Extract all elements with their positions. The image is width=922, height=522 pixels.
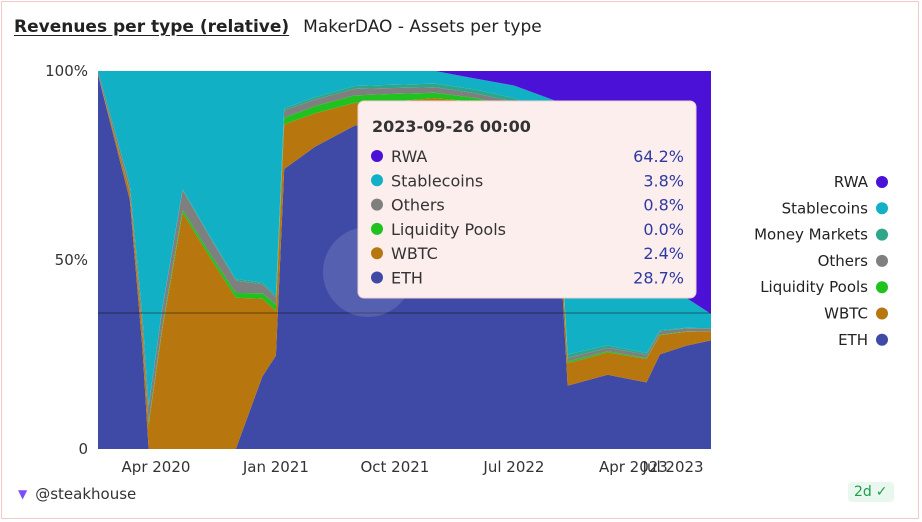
tooltip-row-value: 28.7%	[633, 269, 684, 288]
legend-label: Money Markets	[754, 226, 868, 244]
steakhouse-logo-icon: ▼	[18, 487, 28, 501]
tooltip-row-label: Others	[391, 196, 445, 215]
tooltip-swatch	[371, 271, 383, 284]
legend-label: Liquidity Pools	[760, 278, 868, 296]
tooltip-swatch	[371, 247, 383, 260]
legend-swatch	[876, 254, 888, 267]
x-tick-label: Apr 2023	[599, 458, 668, 476]
tooltip-swatch	[371, 222, 383, 235]
legend-label: Stablecoins	[782, 199, 869, 217]
tooltip-row-label: Stablecoins	[391, 171, 483, 190]
chart-header: Revenues per type (relative) MakerDAO - …	[14, 17, 542, 37]
y-tick-label: 100%	[45, 62, 88, 80]
tooltip-row-value: 3.8%	[643, 171, 684, 190]
age-badge: 2d ✓	[848, 482, 894, 502]
y-tick-label: 0	[78, 440, 88, 458]
legend-label: ETH	[838, 331, 868, 349]
tooltip-title: 2023-09-26 00:00	[372, 117, 531, 136]
legend-label: WBTC	[824, 305, 868, 323]
legend-label: Others	[818, 252, 869, 270]
tooltip-swatch	[371, 150, 383, 162]
legend-swatch	[876, 228, 888, 241]
tooltip-row-value: 64.2%	[633, 147, 684, 166]
x-tick-label: Jul 2023	[642, 458, 704, 476]
x-tick-label: Apr 2020	[122, 458, 191, 476]
y-tick-label: 50%	[55, 251, 88, 269]
age-label: 2d	[854, 484, 872, 500]
legend-swatch	[876, 281, 888, 294]
tab-revenues-per-type[interactable]: Revenues per type (relative)	[14, 17, 290, 37]
author-label: @steakhouse	[35, 485, 137, 503]
x-tick-label: Oct 2021	[360, 458, 429, 476]
tooltip-swatch	[371, 174, 383, 187]
legend-swatch	[876, 307, 888, 320]
tooltip-box	[357, 100, 697, 299]
tab-assets-per-type[interactable]: MakerDAO - Assets per type	[303, 17, 542, 37]
x-tick-label: Jan 2021	[242, 458, 309, 476]
tooltip-row-value: 0.8%	[643, 196, 684, 215]
tooltip-row-label: WBTC	[391, 244, 438, 263]
legend-swatch	[876, 176, 888, 188]
check-circle-icon: ✓	[875, 484, 888, 500]
tooltip-swatch	[371, 198, 383, 211]
legend-swatch	[876, 202, 888, 215]
footer-author[interactable]: ▼ @steakhouse	[18, 485, 136, 503]
legend-swatch	[876, 333, 888, 346]
tooltip-row-value: 2.4%	[643, 244, 684, 263]
x-tick-label: Jul 2022	[482, 458, 544, 476]
tooltip-row-label: ETH	[391, 269, 423, 288]
tooltip-row-label: RWA	[391, 147, 427, 166]
tooltip-row-label: Liquidity Pools	[391, 220, 506, 239]
legend-label: RWA	[834, 173, 869, 191]
tooltip-row-value: 0.0%	[643, 220, 684, 239]
area-wbtc	[98, 74, 711, 450]
